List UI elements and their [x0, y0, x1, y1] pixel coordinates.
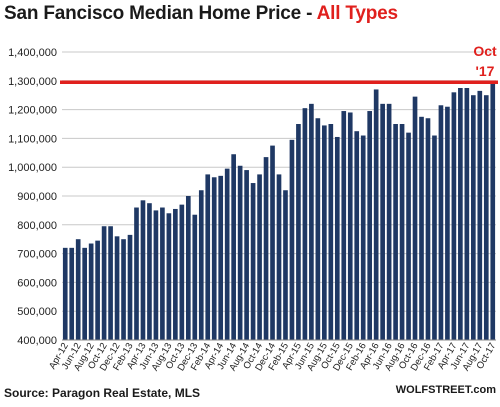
bar — [328, 124, 334, 340]
bar — [451, 92, 457, 340]
y-tick-label: 1,000,000 — [8, 162, 57, 174]
bar — [237, 165, 243, 340]
bar — [432, 135, 437, 340]
bar — [69, 247, 75, 340]
bar — [231, 154, 236, 340]
bar — [127, 234, 133, 340]
annotation-month: Oct — [473, 43, 497, 59]
bar — [399, 124, 405, 340]
y-axis-ticks: 400,000 500,000 600,000 700,000 800,000 900,0… — [8, 47, 57, 347]
y-tick-label: 800,000 — [17, 220, 57, 232]
bar — [160, 207, 165, 340]
bar — [373, 89, 379, 340]
bar — [393, 124, 398, 340]
bar — [82, 247, 87, 340]
bar — [347, 112, 353, 340]
annotation-year: '17 — [476, 63, 495, 79]
bar — [490, 82, 496, 341]
bar — [205, 174, 211, 340]
bar — [315, 118, 321, 341]
bar — [263, 157, 269, 340]
x-axis-ticks: Apr-12Jun-12Aug-12Oct-12Dec-12Feb-13Apr-… — [47, 341, 498, 373]
bar — [173, 208, 178, 340]
brand-label: WOLFSTREET.com — [395, 384, 496, 396]
bar — [218, 175, 224, 340]
bar — [289, 139, 295, 340]
bar — [419, 116, 424, 340]
bar — [134, 207, 139, 340]
y-tick-label: 400,000 — [17, 335, 57, 347]
y-tick-label: 600,000 — [17, 277, 57, 289]
bar — [438, 105, 444, 340]
bar — [185, 196, 191, 340]
bar — [257, 174, 262, 340]
y-tick-label: 1,400,000 — [8, 47, 57, 59]
bar — [380, 103, 385, 340]
y-tick-label: 1,200,000 — [8, 105, 57, 117]
bar — [367, 111, 373, 340]
bar — [296, 124, 301, 340]
bar — [483, 95, 489, 340]
bar — [477, 90, 483, 340]
bar — [276, 174, 282, 340]
bar — [309, 103, 314, 340]
bar — [114, 236, 120, 340]
y-tick-label: 900,000 — [17, 191, 57, 203]
bar — [147, 203, 152, 340]
bar — [166, 213, 172, 340]
chart-title-accent: All Types — [316, 3, 398, 24]
chart-title: San Fancisco Median Home Price - All Typ… — [4, 3, 398, 25]
bar — [458, 88, 463, 340]
bar — [360, 135, 366, 340]
bar — [425, 118, 431, 341]
bar — [445, 106, 450, 340]
bar — [250, 183, 256, 340]
bar — [140, 200, 146, 340]
bar — [95, 240, 100, 340]
bar — [412, 96, 418, 340]
bar — [224, 168, 230, 340]
bar — [121, 239, 126, 340]
bar — [88, 243, 94, 340]
bar — [322, 125, 327, 340]
bar — [406, 132, 411, 340]
bar — [354, 131, 360, 340]
bar — [244, 170, 249, 340]
bar — [75, 239, 81, 340]
bars — [62, 82, 496, 341]
bar — [153, 210, 159, 340]
bar — [211, 177, 217, 340]
source-note: Source: Paragon Real Estate, MLS — [4, 386, 201, 400]
bar — [101, 226, 107, 340]
bar — [62, 247, 68, 340]
bar — [464, 88, 470, 340]
bar — [386, 103, 392, 340]
bar — [198, 190, 204, 340]
bar — [471, 95, 476, 340]
bar — [108, 226, 113, 340]
bar — [334, 136, 340, 340]
y-tick-label: 1,100,000 — [8, 133, 57, 145]
bar — [270, 145, 275, 340]
bar — [179, 204, 185, 340]
bar — [302, 108, 308, 340]
bar — [192, 214, 198, 340]
bar — [341, 111, 347, 340]
chart-title-main: San Fancisco Median Home Price - — [4, 3, 317, 24]
y-tick-label: 500,000 — [17, 306, 57, 318]
y-tick-label: 1,300,000 — [8, 76, 57, 88]
bar — [283, 190, 288, 340]
y-tick-label: 700,000 — [17, 249, 57, 261]
